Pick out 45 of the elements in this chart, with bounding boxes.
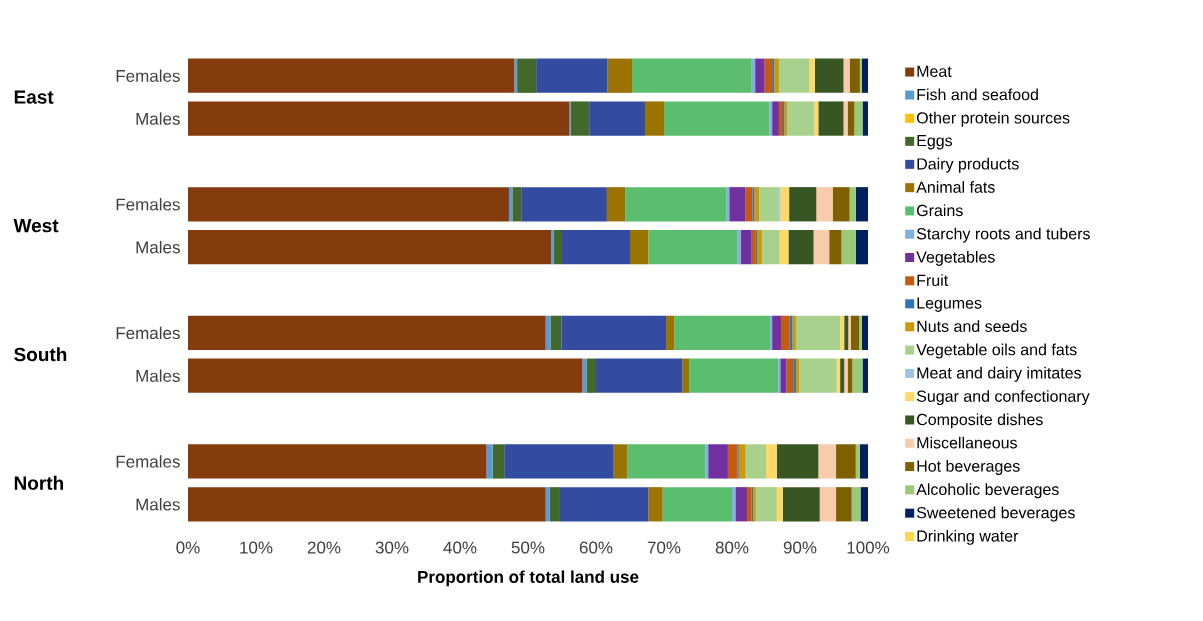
y-tick-label: Females: [116, 69, 180, 82]
y-tick-label: Females: [116, 455, 180, 468]
y-tick-label: Males: [136, 240, 180, 254]
legend-label: Dairy products: [917, 157, 1019, 173]
text: North: [14, 475, 64, 490]
y-tick-label: Females: [116, 326, 180, 340]
x-tick-label: 70%: [647, 541, 681, 554]
x-tick-label: 0%: [176, 541, 200, 554]
legend-label: Starchy roots and tubers: [916, 227, 1090, 243]
x-tick-label: 20%: [307, 541, 341, 554]
y-tick-label: Females: [116, 198, 180, 211]
x-tick-label: 10%: [240, 541, 273, 554]
legend-label: Nuts and seeds: [917, 320, 1027, 333]
legend-label: Drinking water: [917, 529, 1019, 545]
x-tick-label: 40%: [443, 541, 477, 554]
legend-label: Legumes: [917, 297, 982, 312]
legend-label: Composite dishes: [917, 413, 1043, 429]
x-tick-label: 60%: [579, 541, 613, 554]
legend-label: Meat and dairy imitates: [917, 366, 1081, 382]
legend-label: Fish and seafood: [917, 88, 1038, 101]
legend-label: Vegetable oils and fats: [916, 343, 1077, 359]
legend-label: Animal fats: [916, 181, 995, 193]
y-tick-label: Males: [136, 369, 180, 382]
legend-label: Other protein sources: [916, 111, 1070, 127]
legend-label: Sweetened beverages: [916, 506, 1075, 522]
y-tick-label: Males: [136, 112, 180, 125]
x-tick-label: 100%: [847, 541, 890, 554]
text: West: [13, 219, 59, 233]
legend-label: Miscellaneous: [917, 436, 1017, 449]
text: East: [14, 90, 54, 104]
text: South: [14, 347, 67, 362]
legend-label: Eggs: [917, 135, 953, 150]
x-axis-title: Proportion of total land use: [418, 570, 639, 587]
x-tick-label: 50%: [511, 541, 545, 554]
x-tick-label: 30%: [375, 541, 409, 554]
legend-label: Meat: [917, 65, 952, 77]
legend-label: Grains: [917, 204, 963, 217]
legend-label: Sugar and confectionary: [916, 390, 1090, 406]
legend-label: Alcoholic beverages: [916, 483, 1059, 499]
x-tick-label: 90%: [783, 541, 817, 554]
legend-label: Vegetables: [916, 250, 995, 266]
legend-label: Hot beverages: [917, 460, 1020, 475]
y-tick-label: Males: [136, 498, 180, 511]
x-tick-label: 80%: [715, 541, 749, 554]
legend-label: Fruit: [917, 274, 949, 287]
